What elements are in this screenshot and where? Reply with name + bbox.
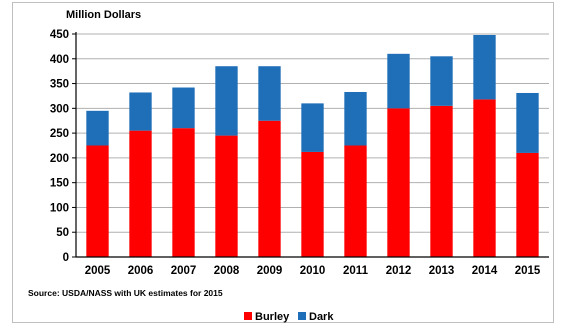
- x-tick-label-2010: 2010: [300, 265, 326, 277]
- bar-burley-2014: [473, 99, 496, 257]
- bar-dark-2014: [473, 34, 496, 100]
- y-tick-label-300: 300: [50, 103, 69, 115]
- bar-dark-2009: [258, 66, 281, 121]
- x-tick-label-2011: 2011: [343, 265, 369, 277]
- y-tick-label-200: 200: [50, 153, 69, 165]
- bar-dark-2012: [387, 53, 410, 109]
- bar-burley-2009: [258, 120, 281, 257]
- bar-burley-2005: [86, 145, 109, 257]
- legend-label-dark: Dark: [309, 311, 334, 323]
- source-note: Source: USDA/NASS with UK estimates for …: [28, 288, 223, 298]
- y-tick-label-150: 150: [50, 178, 69, 190]
- chart-frame: [12, 2, 554, 323]
- y-tick-label-50: 50: [56, 227, 69, 239]
- bar-burley-2007: [172, 128, 195, 257]
- bar-dark-2010: [301, 103, 324, 152]
- x-tick-label-2008: 2008: [214, 265, 240, 277]
- bar-burley-2015: [516, 152, 539, 257]
- y-tick-label-450: 450: [50, 29, 69, 41]
- x-tick-label-2005: 2005: [85, 265, 111, 277]
- bar-burley-2010: [301, 151, 324, 257]
- bar-dark-2011: [344, 91, 367, 146]
- bar-dark-2007: [172, 87, 195, 129]
- bar-burley-2012: [387, 108, 410, 257]
- bar-dark-2005: [86, 110, 109, 146]
- bar-burley-2006: [129, 130, 152, 257]
- y-axis-label: Million Dollars: [66, 9, 141, 21]
- y-axis-ticks: 0 50 100 150 200 250 300 350 400 450: [50, 29, 76, 264]
- bar-dark-2006: [129, 92, 152, 131]
- x-tick-label-2009: 2009: [257, 265, 283, 277]
- bars: [86, 34, 539, 257]
- bar-burley-2013: [430, 105, 453, 257]
- legend: Burley Dark: [244, 311, 334, 323]
- bar-dark-2015: [516, 92, 539, 153]
- y-tick-label-100: 100: [50, 202, 69, 214]
- y-tick-label-350: 350: [50, 79, 69, 91]
- bar-burley-2011: [344, 145, 367, 257]
- x-axis-ticks: 2005 2006 2007 2008 2009 2010 2011 2012 2013 2014…: [85, 265, 541, 277]
- y-tick-label-250: 250: [50, 128, 69, 140]
- gridlines: [76, 33, 549, 233]
- x-tick-label-2014: 2014: [472, 265, 498, 277]
- bar-dark-2013: [430, 56, 453, 106]
- legend-swatch-dark: [298, 312, 306, 320]
- bar-dark-2008: [215, 66, 238, 136]
- y-tick-label-0: 0: [63, 252, 69, 264]
- legend-label-burley: Burley: [255, 311, 290, 323]
- y-tick-label-400: 400: [50, 54, 69, 66]
- bar-burley-2008: [215, 135, 238, 257]
- x-tick-label-2006: 2006: [128, 265, 154, 277]
- x-tick-label-2015: 2015: [515, 265, 541, 277]
- x-tick-label-2013: 2013: [429, 265, 455, 277]
- x-tick-label-2007: 2007: [171, 265, 197, 277]
- legend-swatch-burley: [244, 312, 252, 320]
- x-tick-label-2012: 2012: [386, 265, 412, 277]
